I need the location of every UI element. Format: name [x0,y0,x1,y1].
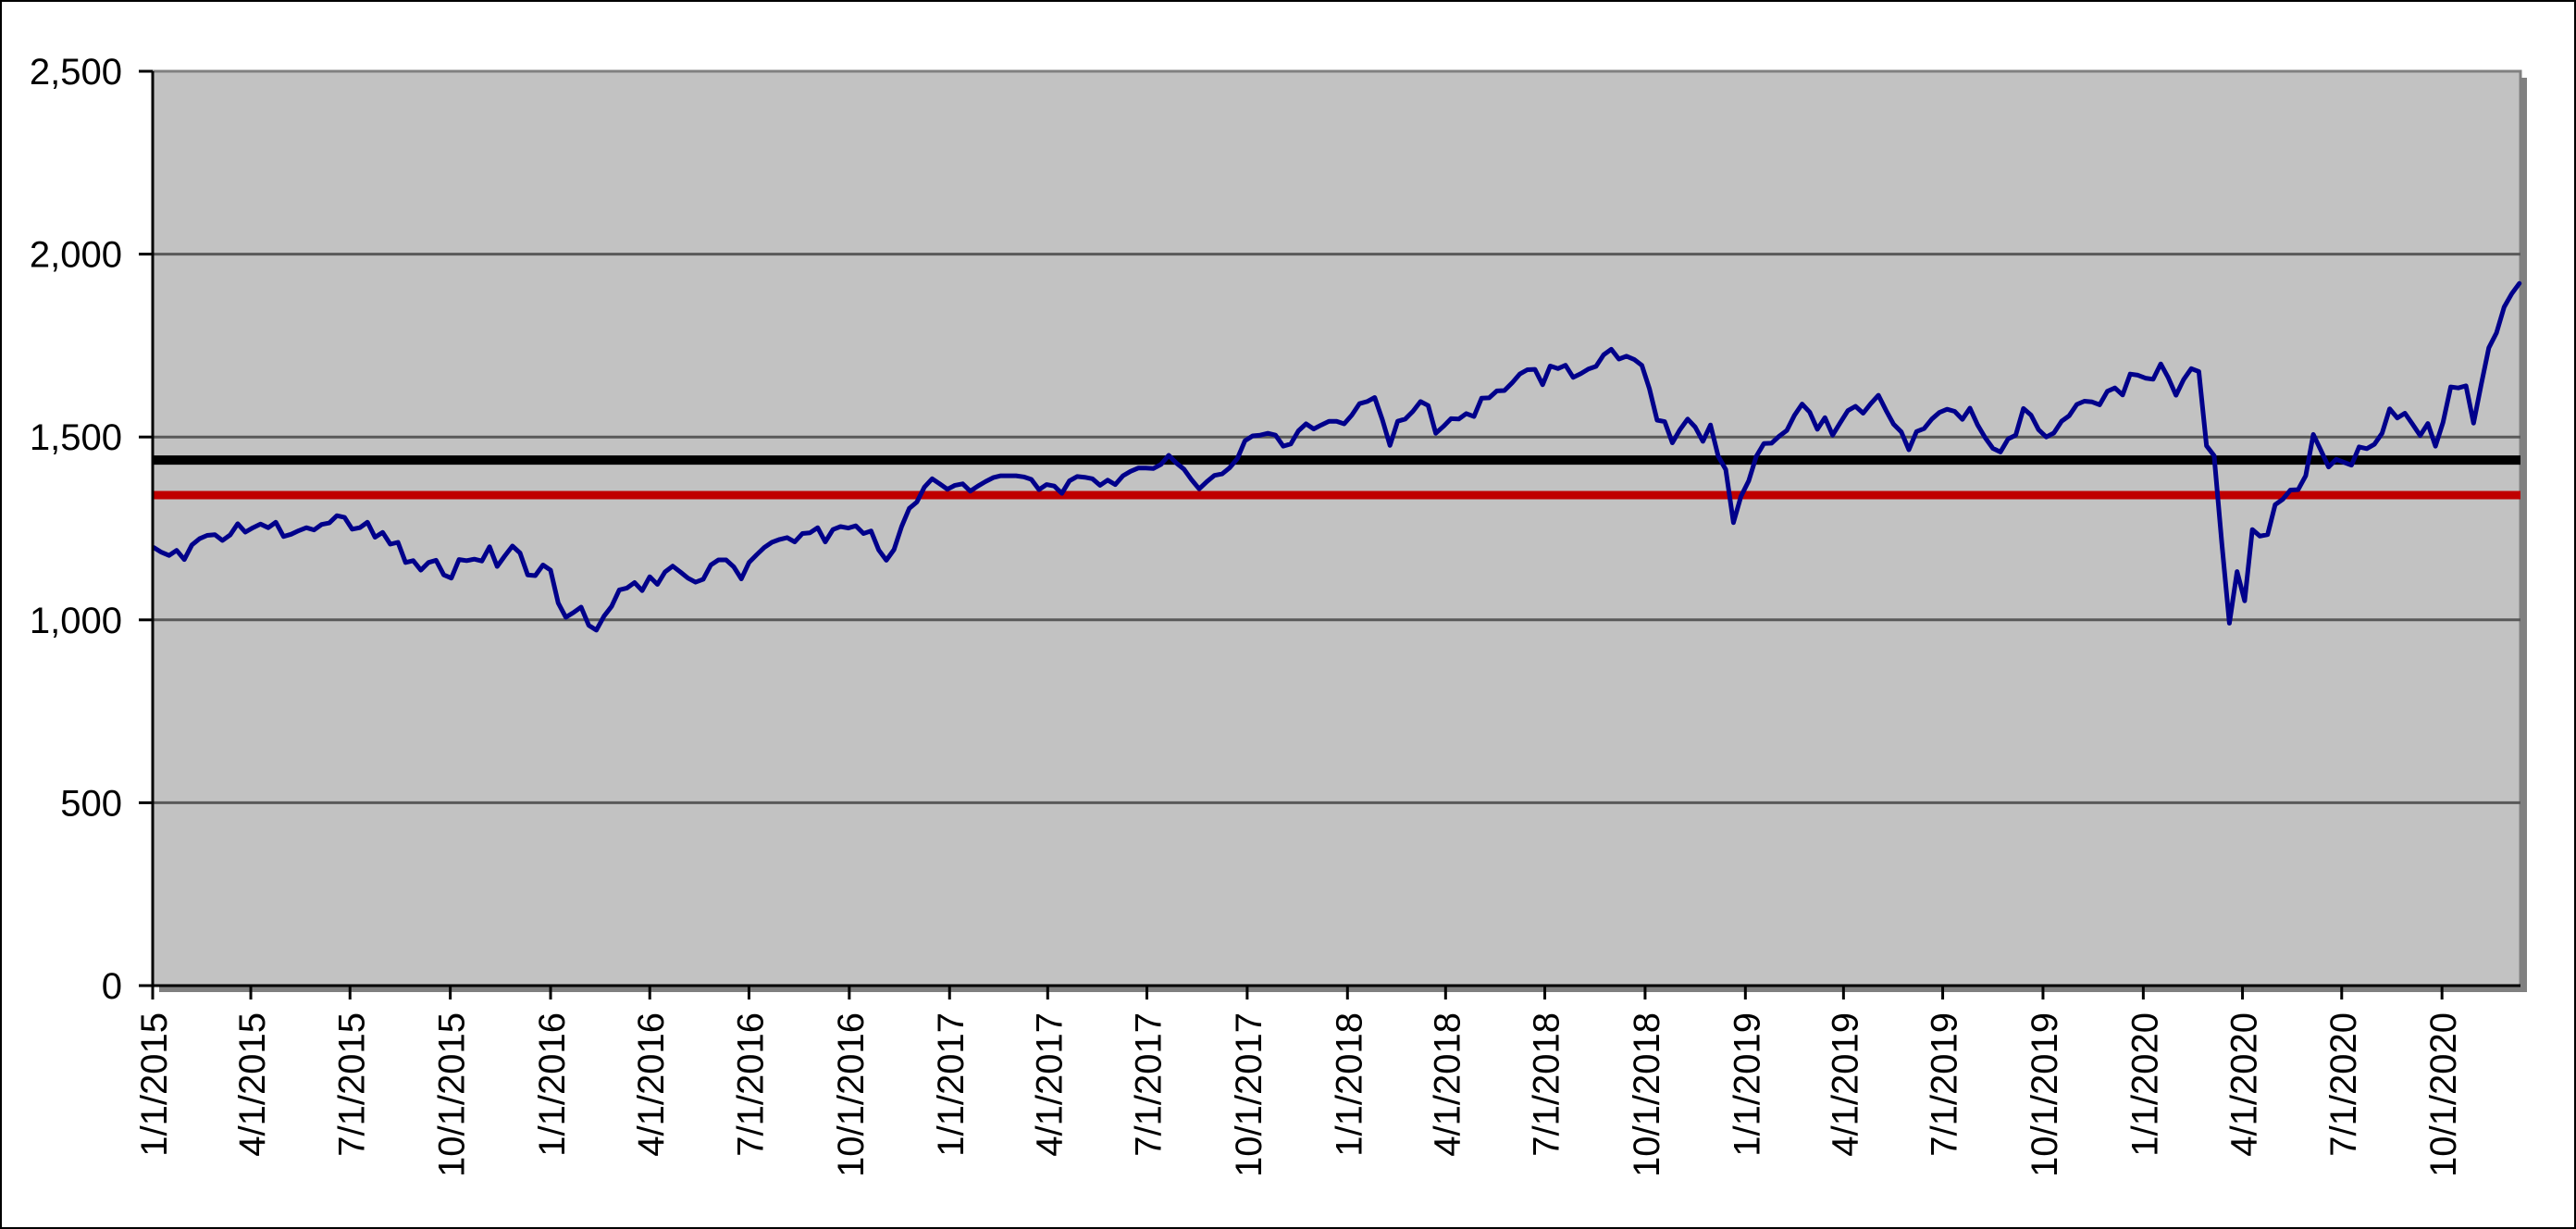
x-axis-label-7/1/2018: 7/1/2018 [1527,1012,1567,1157]
x-axis-label-1/1/2019: 1/1/2019 [1727,1012,1767,1157]
x-axis-label-7/1/2019: 7/1/2019 [1925,1012,1965,1157]
x-axis-label-10/1/2015: 10/1/2015 [432,1012,473,1177]
y-axis-label-2,500: 2,500 [30,52,122,93]
x-axis-label-4/1/2017: 4/1/2017 [1029,1012,1070,1157]
x-axis-label-4/1/2020: 4/1/2020 [2224,1012,2265,1157]
x-axis-label-10/1/2018: 10/1/2018 [1627,1012,1667,1177]
x-axis-label-10/1/2016: 10/1/2016 [831,1012,872,1177]
y-axis-label-2,000: 2,000 [30,235,122,276]
x-axis-label-1/1/2018: 1/1/2018 [1329,1012,1369,1157]
x-axis-label-7/1/2015: 7/1/2015 [331,1012,372,1157]
x-axis-label-7/1/2020: 7/1/2020 [2323,1012,2364,1157]
x-axis-label-7/1/2016: 7/1/2016 [730,1012,771,1157]
index-price-series [151,280,2522,633]
y-axis-label-1,500: 1,500 [30,417,122,458]
y-axis-label-500: 500 [60,783,122,824]
x-axis-label-4/1/2015: 4/1/2015 [232,1012,273,1157]
x-axis-label-4/1/2016: 4/1/2016 [631,1012,672,1157]
x-axis-label-1/1/2020: 1/1/2020 [2124,1012,2165,1157]
x-axis-label-10/1/2017: 10/1/2017 [1229,1012,1269,1177]
x-axis-label-10/1/2020: 10/1/2020 [2423,1012,2464,1177]
y-axis-label-1,000: 1,000 [30,601,122,641]
plot-area [151,69,2522,987]
x-axis-label-1/1/2016: 1/1/2016 [532,1012,573,1157]
x-axis-label-7/1/2017: 7/1/2017 [1128,1012,1169,1157]
x-axis-label-10/1/2019: 10/1/2019 [2025,1012,2065,1177]
x-axis-label-4/1/2019: 4/1/2019 [1825,1012,1865,1157]
x-axis-label-1/1/2015: 1/1/2015 [134,1012,175,1157]
y-axis-label-0: 0 [102,966,122,1007]
x-axis-label-4/1/2018: 4/1/2018 [1427,1012,1468,1157]
x-axis-label-1/1/2017: 1/1/2017 [931,1012,972,1157]
